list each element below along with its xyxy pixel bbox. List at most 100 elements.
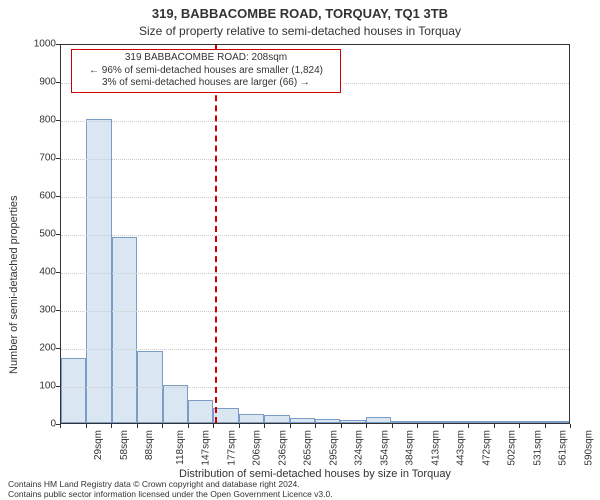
- footer-attribution: Contains HM Land Registry data © Crown c…: [8, 480, 333, 500]
- chart-subtitle: Size of property relative to semi-detach…: [0, 24, 600, 38]
- x-tick-label: 384sqm: [405, 430, 416, 466]
- x-tick-label: 590sqm: [583, 430, 594, 466]
- marker-line: [215, 45, 217, 423]
- y-tick-mark: [56, 348, 60, 349]
- x-tick-mark: [239, 424, 240, 428]
- x-tick-label: 354sqm: [379, 430, 390, 466]
- histogram-bar: [61, 358, 86, 423]
- x-tick-mark: [213, 424, 214, 428]
- y-tick-mark: [56, 310, 60, 311]
- histogram-bar: [518, 421, 543, 423]
- footer-line-2: Contains public sector information licen…: [8, 490, 333, 500]
- histogram-bar: [366, 417, 391, 423]
- histogram-bar: [442, 421, 467, 423]
- grid-line: [61, 159, 569, 160]
- histogram-bar: [315, 419, 340, 423]
- x-tick-mark: [111, 424, 112, 428]
- x-tick-mark: [545, 424, 546, 428]
- y-tick-label: 900: [16, 77, 56, 88]
- y-tick-mark: [56, 196, 60, 197]
- histogram-bar: [239, 414, 264, 424]
- x-tick-mark: [264, 424, 265, 428]
- info-box-line-2: ← 96% of semi-detached houses are smalle…: [78, 65, 334, 78]
- x-axis-label: Distribution of semi-detached houses by …: [60, 468, 570, 480]
- grid-line: [61, 349, 569, 350]
- x-tick-label: 324sqm: [354, 430, 365, 466]
- x-tick-mark: [468, 424, 469, 428]
- info-box-line-1: 319 BABBACOMBE ROAD: 208sqm: [78, 52, 334, 65]
- histogram-bar: [417, 421, 442, 423]
- grid-line: [61, 235, 569, 236]
- histogram-bar: [188, 400, 213, 423]
- x-tick-mark: [570, 424, 571, 428]
- x-tick-label: 443sqm: [456, 430, 467, 466]
- y-tick-label: 200: [16, 343, 56, 354]
- x-tick-mark: [188, 424, 189, 428]
- x-tick-label: 118sqm: [174, 430, 185, 465]
- x-tick-label: 177sqm: [226, 430, 237, 466]
- y-tick-label: 1000: [16, 39, 56, 50]
- y-tick-label: 600: [16, 191, 56, 202]
- histogram-bar: [86, 119, 111, 423]
- grid-line: [61, 121, 569, 122]
- grid-line: [61, 197, 569, 198]
- x-tick-label: 88sqm: [144, 430, 155, 460]
- histogram-bar: [493, 421, 518, 423]
- x-tick-mark: [519, 424, 520, 428]
- chart-container: 319, BABBACOMBE ROAD, TORQUAY, TQ1 3TB S…: [0, 0, 600, 500]
- histogram-bar: [290, 418, 315, 423]
- y-tick-mark: [56, 234, 60, 235]
- grid-line: [61, 273, 569, 274]
- y-tick-mark: [56, 272, 60, 273]
- histogram-bar: [264, 415, 289, 423]
- chart-title: 319, BABBACOMBE ROAD, TORQUAY, TQ1 3TB: [0, 6, 600, 21]
- x-tick-label: 295sqm: [328, 430, 339, 466]
- y-tick-mark: [56, 120, 60, 121]
- x-tick-label: 29sqm: [93, 430, 104, 460]
- y-tick-label: 0: [16, 419, 56, 430]
- x-tick-mark: [392, 424, 393, 428]
- x-tick-mark: [162, 424, 163, 428]
- x-tick-mark: [315, 424, 316, 428]
- x-tick-label: 236sqm: [277, 430, 288, 466]
- x-tick-mark: [290, 424, 291, 428]
- y-tick-label: 700: [16, 153, 56, 164]
- histogram-bar: [544, 421, 569, 423]
- y-tick-label: 300: [16, 305, 56, 316]
- info-box: 319 BABBACOMBE ROAD: 208sqm← 96% of semi…: [71, 49, 341, 93]
- y-tick-mark: [56, 158, 60, 159]
- x-tick-mark: [417, 424, 418, 428]
- x-tick-label: 147sqm: [201, 430, 212, 466]
- x-tick-label: 265sqm: [303, 430, 314, 466]
- grid-line: [61, 311, 569, 312]
- y-tick-label: 400: [16, 267, 56, 278]
- x-tick-label: 561sqm: [558, 430, 569, 466]
- x-tick-mark: [86, 424, 87, 428]
- x-tick-label: 472sqm: [481, 430, 492, 466]
- x-tick-mark: [494, 424, 495, 428]
- x-tick-mark: [443, 424, 444, 428]
- bars-group: [61, 45, 569, 423]
- histogram-bar: [340, 420, 365, 423]
- y-tick-label: 500: [16, 229, 56, 240]
- x-tick-mark: [341, 424, 342, 428]
- y-tick-mark: [56, 82, 60, 83]
- histogram-bar: [468, 421, 493, 423]
- y-tick-mark: [56, 386, 60, 387]
- y-tick-label: 800: [16, 115, 56, 126]
- y-tick-mark: [56, 44, 60, 45]
- y-tick-label: 100: [16, 381, 56, 392]
- x-tick-label: 413sqm: [430, 430, 441, 466]
- x-tick-label: 206sqm: [252, 430, 263, 466]
- histogram-bar: [391, 421, 416, 423]
- x-tick-mark: [137, 424, 138, 428]
- x-tick-label: 58sqm: [119, 430, 130, 460]
- histogram-bar: [163, 385, 188, 423]
- plot-area: 319 BABBACOMBE ROAD: 208sqm← 96% of semi…: [60, 44, 570, 424]
- x-tick-label: 502sqm: [507, 430, 518, 466]
- histogram-bar: [112, 237, 137, 423]
- info-box-line-3: 3% of semi-detached houses are larger (6…: [78, 77, 334, 90]
- x-tick-mark: [60, 424, 61, 428]
- grid-line: [61, 387, 569, 388]
- x-tick-mark: [366, 424, 367, 428]
